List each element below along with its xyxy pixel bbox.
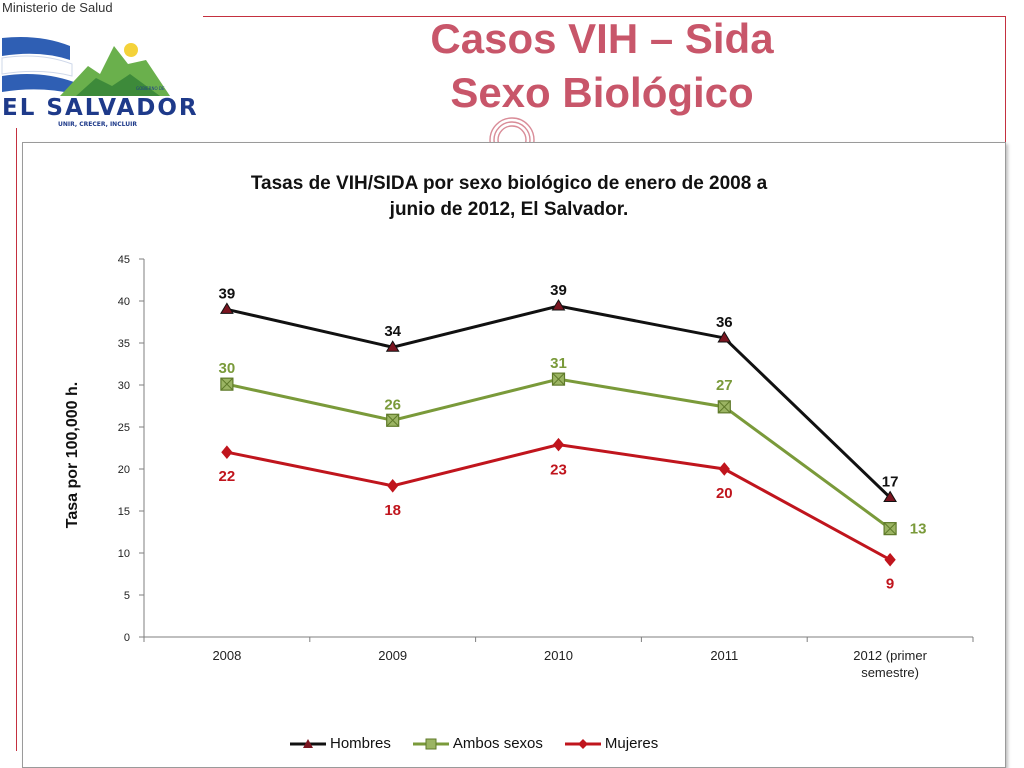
line-chart: Tasas de VIH/SIDA por sexo biológico de … <box>64 173 974 680</box>
y-tick-label: 30 <box>118 380 130 392</box>
data-label: 39 <box>550 282 567 299</box>
slide-title: Casos VIH – Sida Sexo Biológico <box>300 12 904 120</box>
data-label: 17 <box>882 474 899 491</box>
data-point-marker-cross <box>883 522 897 535</box>
logo-slogan-text: UNIR, CRECER, INCLUIR <box>58 121 137 128</box>
decorative-rings-icon <box>489 117 535 146</box>
y-tick-label: 5 <box>124 590 130 602</box>
legend-item: Ambos sexos <box>412 735 543 752</box>
data-point-marker <box>551 299 566 311</box>
y-tick-label: 10 <box>118 548 130 560</box>
chart-title-line1: Tasas de VIH/SIDA por sexo biológico de … <box>251 173 768 194</box>
x-tick-label: 2009 <box>378 648 407 663</box>
data-point-marker <box>552 437 565 452</box>
legend-swatch <box>564 738 601 749</box>
legend-label: Ambos sexos <box>452 735 543 752</box>
data-label: 20 <box>716 485 733 502</box>
y-tick-label: 35 <box>118 338 130 350</box>
data-point-marker <box>221 445 233 459</box>
legend-swatch <box>412 738 449 749</box>
legend-swatch-marker <box>303 738 313 748</box>
data-label: 9 <box>886 576 894 593</box>
data-point-marker <box>387 479 399 493</box>
slide-title-line1: Casos VIH – Sida <box>430 15 774 62</box>
data-label: 22 <box>219 468 236 485</box>
x-tick-label: 2010 <box>544 648 573 663</box>
x-tick-label: 2008 <box>212 648 241 663</box>
data-label: 39 <box>219 285 236 302</box>
frame-left-line <box>16 128 17 751</box>
data-point-marker-cross <box>386 413 400 427</box>
logo-gobierno-text: GOBIERNO DE <box>136 86 165 91</box>
data-point-marker <box>717 330 732 343</box>
slide-title-line2: Sexo Biológico <box>450 69 754 116</box>
data-label: 30 <box>219 360 236 377</box>
legend-swatch-marker <box>577 738 588 749</box>
frame-top-line <box>203 16 1006 17</box>
y-axis-label: Tasa por 100,000 h. <box>64 382 81 528</box>
chart-legend: Hombres Ambos sexos Mujeres <box>290 735 658 752</box>
logo-el-salvador-text: EL SALVADOR <box>2 95 199 121</box>
chart-panel: Tasas de VIH/SIDA por sexo biológico de … <box>22 142 1006 768</box>
ministry-label: Ministerio de Salud <box>2 0 113 15</box>
data-point-marker <box>385 340 400 352</box>
y-tick-label: 15 <box>118 506 130 518</box>
data-label: 27 <box>716 377 733 394</box>
x-tick-label: 2011 <box>710 648 738 663</box>
el-salvador-logo <box>1 37 170 96</box>
data-label: 26 <box>384 396 401 413</box>
data-label: 18 <box>384 502 401 519</box>
x-tick-label: 2012 (primer <box>853 648 927 663</box>
data-label: 36 <box>716 314 733 331</box>
x-tick-label: semestre) <box>861 665 919 680</box>
chart-title-line2: junio de 2012, El Salvador. <box>389 199 629 220</box>
data-label: 34 <box>384 323 401 340</box>
legend-item: Mujeres <box>564 735 659 752</box>
y-tick-label: 0 <box>124 632 130 644</box>
y-tick-label: 45 <box>118 254 130 266</box>
data-label: 13 <box>910 521 927 538</box>
data-point-marker-cross <box>717 400 731 414</box>
data-label: 23 <box>550 462 567 479</box>
y-tick-label: 40 <box>118 296 130 308</box>
data-point-marker <box>718 462 730 476</box>
legend-swatch-marker <box>425 738 437 749</box>
y-tick-label: 25 <box>118 422 130 434</box>
data-point-marker-cross <box>220 377 234 391</box>
data-point-marker-cross <box>552 372 565 386</box>
data-label: 31 <box>550 355 567 372</box>
data-point-marker <box>220 302 234 314</box>
y-tick-label: 20 <box>118 464 130 476</box>
data-point-marker <box>884 552 896 567</box>
data-point-marker <box>883 490 897 503</box>
legend-label: Hombres <box>330 735 391 752</box>
legend-item: Hombres <box>290 735 391 752</box>
legend-label: Mujeres <box>604 735 659 752</box>
legend-swatch <box>290 738 326 748</box>
